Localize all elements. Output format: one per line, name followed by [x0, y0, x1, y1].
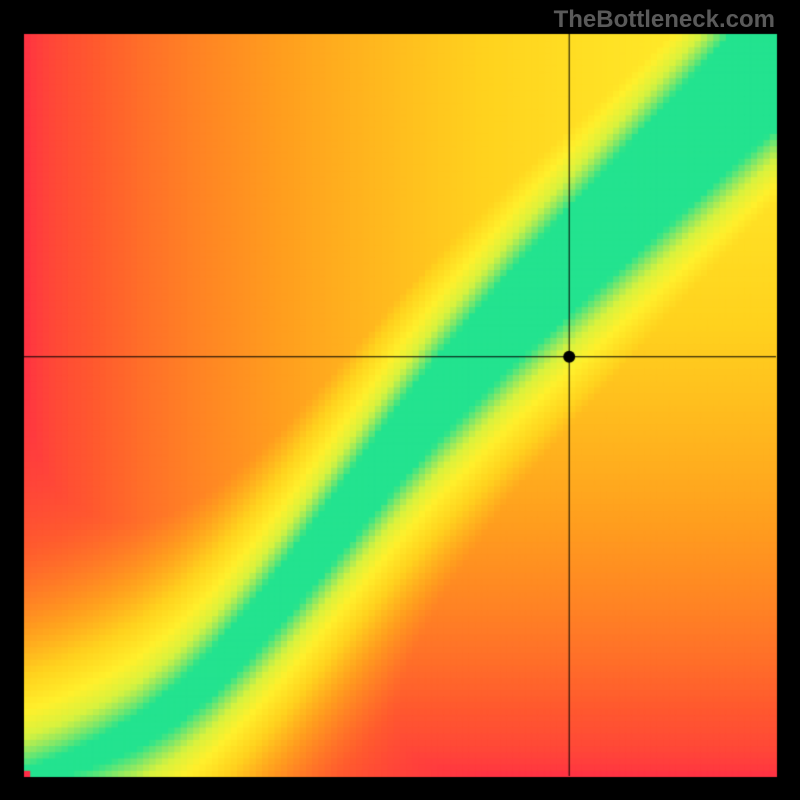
chart-container: TheBottleneck.com: [0, 0, 800, 800]
watermark-text: TheBottleneck.com: [554, 6, 775, 34]
bottleneck-heatmap: [0, 0, 800, 800]
